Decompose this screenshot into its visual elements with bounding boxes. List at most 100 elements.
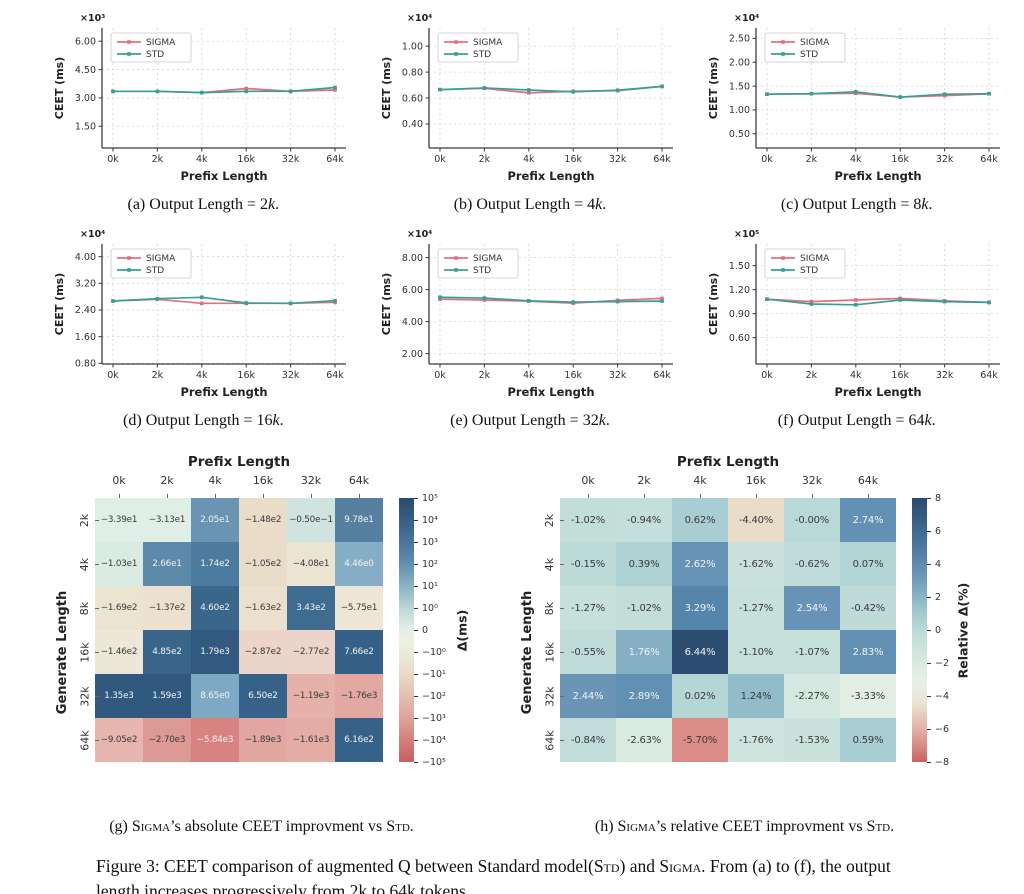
heatmap-row-label: 2k (75, 498, 99, 542)
heatmap-cell: 0.02% (672, 674, 728, 718)
svg-text:3.20: 3.20 (75, 279, 96, 290)
svg-text:32k: 32k (935, 370, 953, 381)
colorbar-tick: 8 (935, 492, 942, 504)
svg-text:4k: 4k (196, 370, 208, 381)
svg-text:Prefix Length: Prefix Length (507, 169, 594, 183)
heatmap-cell: -2.27% (784, 674, 840, 718)
svg-text:32k: 32k (609, 154, 627, 165)
heatmap-cell: 4.46e0 (335, 542, 383, 586)
heatmap-cell: −1.37e2 (143, 586, 191, 630)
heatmap-cell: -0.00% (784, 498, 840, 542)
heatmap-cell: −0.50e−1 (287, 498, 335, 542)
colorbar (399, 498, 414, 762)
svg-text:64k: 64k (980, 370, 998, 381)
colorbar-tick: 10³ (422, 536, 438, 548)
svg-text:0.80: 0.80 (75, 359, 96, 370)
heatmap-title: Prefix Length (676, 454, 780, 470)
line-chart-d: 0k 2k 4k 16k 32k 64k 0.80 1.60 2.40 3.20 4.00 ×10⁴ P… (52, 224, 354, 406)
caption-e: (e) Output Length = 32k. (450, 412, 610, 429)
svg-text:2k: 2k (805, 370, 817, 381)
heatmap-row-label: 4k (75, 542, 99, 586)
svg-text:1.00: 1.00 (729, 105, 750, 116)
heatmap-row-label: 2k (540, 498, 564, 542)
svg-text:2k: 2k (152, 154, 164, 165)
svg-text:Prefix Length: Prefix Length (181, 169, 268, 183)
svg-text:1.20: 1.20 (729, 285, 750, 296)
heatmap-row-label: 32k (75, 674, 99, 718)
heatmap-cell: -1.02% (616, 586, 672, 630)
svg-text:4k: 4k (850, 154, 862, 165)
line-chart-f: 0k 2k 4k 16k 32k 64k 0.60 0.90 1.20 1.50 ×10⁵ Prefi… (706, 224, 1008, 406)
svg-text:Prefix Length: Prefix Length (834, 385, 921, 399)
heatmap-cell: 6.44% (672, 630, 728, 674)
svg-text:×10⁴: ×10⁴ (407, 13, 432, 24)
heatmap-cell: 2.89% (616, 674, 672, 718)
svg-text:1.50: 1.50 (729, 261, 750, 272)
heatmap-cell: −2.87e2 (239, 630, 287, 674)
svg-text:4k: 4k (523, 154, 535, 165)
svg-text:1.50: 1.50 (729, 81, 750, 92)
heatmap-cell: -3.33% (840, 674, 896, 718)
colorbar-tick: −6 (935, 723, 950, 735)
heatmap-grid: −3.39e1 −3.13e1 2.05e1 −1.48e2 −0.50e−1 9.78e… (95, 498, 383, 762)
colorbar-tick: 10⁰ (422, 602, 438, 614)
heatmap-cell: -1.02% (560, 498, 616, 542)
caption-f: (f) Output Length = 64k. (777, 412, 936, 429)
svg-text:16k: 16k (891, 370, 909, 381)
heatmap-cell: 0.39% (616, 542, 672, 586)
heatmap-absolute: Generate Length 2k 4k 8k 16k 32k 64k Prefix Len… (51, 454, 472, 806)
heatmap-cell: −2.70e3 (143, 718, 191, 762)
svg-text:32k: 32k (609, 370, 627, 381)
heatmap-cell: -1.53% (784, 718, 840, 762)
heatmap-cell: 4.60e2 (191, 586, 239, 630)
svg-text:4k: 4k (850, 370, 862, 381)
heatmap-cell: -4.40% (728, 498, 784, 542)
svg-text:×10³: ×10³ (80, 13, 105, 24)
svg-text:0k: 0k (434, 370, 446, 381)
svg-text:64k: 64k (980, 154, 998, 165)
heatmap-cell: -1.10% (728, 630, 784, 674)
svg-text:Prefix Length: Prefix Length (507, 385, 594, 399)
heatmap-cell: 2.74% (840, 498, 896, 542)
svg-text:CEET (ms): CEET (ms) (53, 57, 66, 120)
subfigure-f: 0k 2k 4k 16k 32k 64k 0.60 0.90 1.20 1.50 ×10⁵ Prefi… (705, 224, 1008, 440)
svg-text:Prefix Length: Prefix Length (834, 169, 921, 183)
svg-text:SIGMA: SIGMA (146, 254, 176, 264)
colorbar-tick: 10⁴ (422, 514, 438, 526)
heatmap-cell: 2.05e1 (191, 498, 239, 542)
heatmap-cell: -0.84% (560, 718, 616, 762)
colorbar-tick: 0 (935, 624, 942, 636)
heatmap-cell: 2.54% (784, 586, 840, 630)
heatmap-cell: -0.42% (840, 586, 896, 630)
heatmap-row-label: 16k (540, 630, 564, 674)
svg-text:4k: 4k (523, 370, 535, 381)
colorbar-tick: 10⁵ (422, 492, 438, 504)
heatmap-cell: -1.76% (728, 718, 784, 762)
svg-text:3.00: 3.00 (75, 93, 96, 104)
heatmap-col-label: 16k (239, 474, 287, 498)
heatmap-cell: -5.70% (672, 718, 728, 762)
line-chart-c: 0k 2k 4k 16k 32k 64k 0.50 1.00 1.50 2.00 2.50 ×10⁴ P… (706, 8, 1008, 190)
subfigure-h: Generate Length 2k 4k 8k 16k 32k 64k Prefix Len… (516, 454, 973, 836)
caption-h: (h) Sigma’s relative CEET improvment vs … (594, 818, 895, 835)
colorbar-tick: 6 (935, 525, 942, 537)
svg-text:0k: 0k (108, 154, 120, 165)
heatmap-col-label: 64k (335, 474, 383, 498)
heatmap-col-label: 0k (95, 474, 143, 498)
heatmap-cell: -2.63% (616, 718, 672, 762)
heatmap-cell: 6.50e2 (239, 674, 287, 718)
subfigure-g: Generate Length 2k 4k 8k 16k 32k 64k Prefix Len… (51, 454, 472, 836)
heatmap-row-label: 16k (75, 630, 99, 674)
heatmap-row-label: 4k (540, 542, 564, 586)
svg-text:64k: 64k (327, 154, 345, 165)
colorbar-tick: −4 (935, 690, 950, 702)
svg-text:CEET (ms): CEET (ms) (53, 273, 66, 336)
heatmap-cell: −1.05e2 (239, 542, 287, 586)
heatmap-cell: −1.46e2 (95, 630, 143, 674)
colorbar-tick: 10¹ (422, 580, 438, 592)
svg-text:Prefix Length: Prefix Length (181, 385, 268, 399)
svg-text:0.80: 0.80 (402, 67, 423, 78)
heatmap-ylabel: Generate Length (55, 590, 71, 714)
heatmap-cell: 8.65e0 (191, 674, 239, 718)
